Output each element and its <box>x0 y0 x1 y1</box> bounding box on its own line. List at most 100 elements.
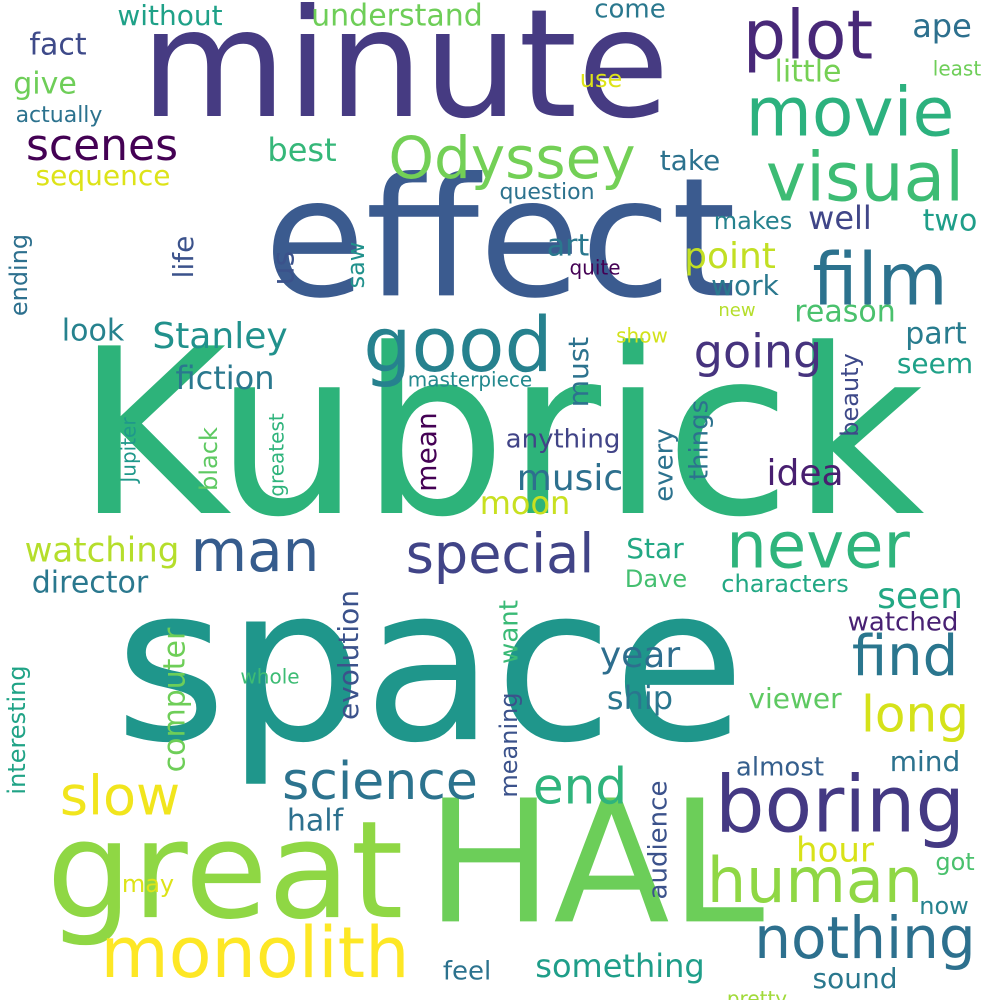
word-show: show <box>616 324 668 348</box>
word-special: special <box>406 523 594 586</box>
word-reason: reason <box>794 295 896 330</box>
word-movie: movie <box>746 74 955 153</box>
word-odyssey: Odyssey <box>388 124 635 192</box>
word-well: well <box>808 199 872 237</box>
word-got: got <box>935 848 974 876</box>
word-art: art <box>547 229 590 264</box>
word-film: film <box>812 238 948 322</box>
word-sequence: sequence <box>36 159 171 192</box>
word-director: director <box>32 566 149 601</box>
word-must: must <box>562 337 595 408</box>
word-watching: watching <box>25 531 180 571</box>
word-saw: saw <box>342 242 370 289</box>
word-seem: seem <box>897 347 973 380</box>
word-masterpiece: masterpiece <box>408 368 532 392</box>
word-fiction: fiction <box>175 359 274 397</box>
word-beauty: beauty <box>836 353 864 437</box>
word-space: space <box>115 539 746 790</box>
word-dave: Dave <box>625 565 687 593</box>
word-minute: minute <box>140 0 669 152</box>
word-part: part <box>905 317 967 352</box>
word-boring: boring <box>715 760 965 850</box>
word-things: things <box>685 400 715 480</box>
word-feel: feel <box>443 957 491 987</box>
word-use: use <box>580 65 622 93</box>
word-sound: sound <box>813 962 898 995</box>
word-interesting: interesting <box>3 665 31 794</box>
word-going: going <box>694 325 822 379</box>
word-ship: ship <box>607 679 673 717</box>
word-question: question <box>499 180 594 205</box>
word-work: work <box>711 269 780 302</box>
word-watched: watched <box>848 608 959 638</box>
word-star: Star <box>626 532 684 565</box>
word-visual: visual <box>766 139 964 218</box>
word-human: human <box>707 844 923 917</box>
word-makes: makes <box>714 207 792 235</box>
word-greatest: greatest <box>265 413 289 497</box>
word-two: two <box>923 204 978 239</box>
word-computer: computer <box>158 627 193 772</box>
word-end: end <box>533 758 627 816</box>
word-half: half <box>287 804 345 839</box>
word-give: give <box>13 67 77 102</box>
word-idea: idea <box>766 453 843 494</box>
word-little: little <box>775 55 842 90</box>
word-almost: almost <box>736 753 824 783</box>
word-mean: mean <box>410 412 443 491</box>
word-without: without <box>117 0 222 32</box>
word-may: may <box>122 870 174 898</box>
word-jupiter: Jupiter <box>117 417 141 485</box>
word-life: life <box>167 236 200 279</box>
word-quite: quite <box>569 256 620 280</box>
word-good: good <box>363 300 552 389</box>
word-actually: actually <box>16 103 103 128</box>
word-slow: slow <box>60 765 180 828</box>
word-seen: seen <box>877 576 963 617</box>
word-stanley: Stanley <box>152 316 287 357</box>
word-meaning: meaning <box>495 692 523 797</box>
word-every: every <box>650 428 680 501</box>
word-year: year <box>600 635 681 676</box>
word-man: man <box>191 517 320 585</box>
word-never: never <box>726 510 910 584</box>
word-mind: mind <box>890 745 961 778</box>
word-characters: characters <box>721 570 848 598</box>
word-pretty: pretty <box>727 987 787 1000</box>
word-point: point <box>684 236 776 277</box>
word-effect: effect <box>264 142 736 334</box>
word-science: science <box>282 752 478 812</box>
word-great: great <box>47 792 404 949</box>
word-want: want <box>495 600 525 664</box>
word-scenes: scenes <box>26 120 178 171</box>
word-hour: hour <box>796 831 874 871</box>
word-long: long <box>861 686 969 744</box>
word-viewer: viewer <box>748 682 842 715</box>
word-hal: HAL <box>426 764 765 962</box>
word-new: new <box>718 300 755 321</box>
word-best: best <box>267 131 336 169</box>
word-nothing: nothing <box>754 904 975 972</box>
word-whole: whole <box>240 665 299 689</box>
word-take: take <box>660 144 721 177</box>
word-plot: plot <box>743 0 873 76</box>
word-understand: understand <box>311 0 483 34</box>
word-evolution: evolution <box>332 590 365 720</box>
word-audience: audience <box>644 781 674 900</box>
word-kubrick: Kubrick <box>75 301 924 568</box>
word-look: look <box>62 314 125 349</box>
word-monolith: monolith <box>101 912 410 994</box>
word-fact: fact <box>29 28 86 63</box>
word-come: come <box>594 0 666 25</box>
word-ending: ending <box>5 234 33 316</box>
word-now: now <box>919 892 969 920</box>
word-us: us <box>267 251 302 286</box>
word-ape: ape <box>912 7 972 45</box>
word-black: black <box>195 427 223 491</box>
word-anything: anything <box>506 425 621 455</box>
word-find: find <box>852 624 958 689</box>
word-something: something <box>535 947 704 985</box>
word-music: music <box>517 458 623 499</box>
